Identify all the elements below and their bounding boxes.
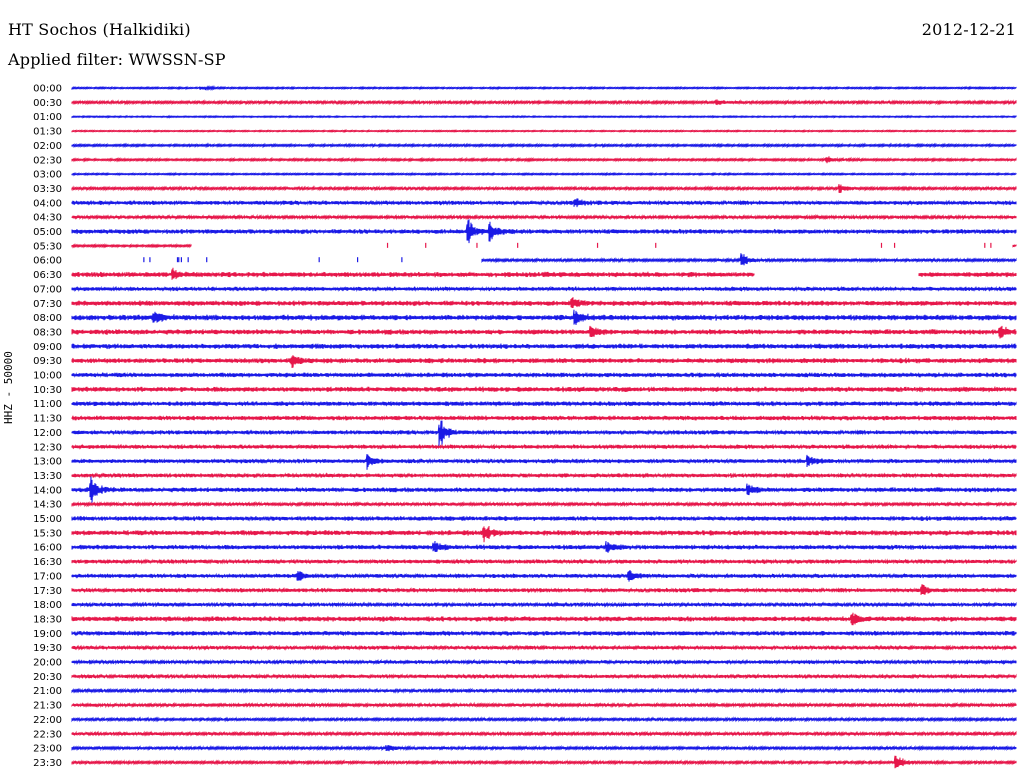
trace-1800: [72, 603, 1016, 607]
row-time-label: 05:30: [33, 241, 62, 252]
trace-2330: [72, 756, 1016, 769]
trace-0730: [72, 297, 1016, 308]
row-time-label: 09:30: [33, 356, 62, 367]
trace-0330: [72, 184, 1016, 193]
trace-1030: [72, 387, 1016, 393]
trace-1430: [72, 503, 1016, 506]
row-time-label: 22:30: [33, 729, 62, 740]
trace-0400: [72, 198, 1016, 207]
trace-1830: [72, 613, 1016, 626]
row-time-label: 10:00: [33, 371, 62, 382]
trace-1600: [72, 541, 1016, 553]
trace-1630: [72, 559, 1016, 564]
row-time-label: 11:00: [33, 399, 62, 410]
trace-2300: [72, 745, 1016, 751]
row-time-label: 08:00: [33, 313, 62, 324]
row-time-label: 05:00: [33, 227, 62, 238]
trace-0700: [72, 287, 1016, 291]
row-time-label: 18:30: [33, 614, 62, 625]
trace-0930: [72, 355, 1016, 368]
row-time-label: 21:00: [33, 686, 62, 697]
row-time-label: 12:30: [33, 442, 62, 453]
row-time-label: 20:30: [33, 672, 62, 683]
row-time-label: 12:00: [33, 428, 62, 439]
trace-0630: [72, 268, 1016, 280]
row-time-label: 15:00: [33, 514, 62, 525]
row-time-label: 23:30: [33, 758, 62, 769]
row-time-label: 22:00: [33, 715, 62, 726]
row-time-label: 06:00: [33, 256, 62, 267]
trace-1900: [72, 631, 1016, 636]
trace-0500: [72, 219, 1016, 243]
trace-0600: [482, 253, 1016, 265]
row-time-label: 08:30: [33, 327, 62, 338]
row-time-label: 21:30: [33, 701, 62, 712]
row-time-label: 04:00: [33, 198, 62, 209]
row-time-label: 17:00: [33, 571, 62, 582]
row-time-label: 11:30: [33, 414, 62, 425]
trace-2230: [72, 732, 1016, 735]
trace-0100: [72, 116, 1016, 117]
row-time-label: 02:30: [33, 155, 62, 166]
row-time-label: 17:30: [33, 586, 62, 597]
row-time-label: 07:00: [33, 284, 62, 295]
trace-1700: [72, 570, 1016, 582]
row-time-label: 16:00: [33, 543, 62, 554]
trace-1730: [72, 584, 1016, 595]
row-time-label: 18:00: [33, 600, 62, 611]
row-time-label: 00:00: [33, 84, 62, 95]
trace-0300: [72, 173, 1016, 175]
trace-1000: [72, 373, 1016, 378]
row-time-label: 06:30: [33, 270, 62, 281]
trace-0130: [72, 130, 1016, 131]
row-time-label: 14:00: [33, 485, 62, 496]
row-time-label: 13:00: [33, 457, 62, 468]
row-time-label: 07:30: [33, 299, 62, 310]
trace-2130: [72, 703, 1016, 706]
row-time-label: 19:30: [33, 643, 62, 654]
trace-1100: [72, 401, 1016, 406]
trace-1500: [72, 516, 1016, 521]
trace-0800: [72, 310, 1016, 325]
trace-1400: [72, 477, 1016, 503]
trace-1930: [72, 646, 1016, 650]
row-time-label: 01:00: [33, 112, 62, 123]
row-time-label: 16:30: [33, 557, 62, 568]
trace-1230: [72, 445, 1016, 450]
trace-0530: [72, 245, 1016, 247]
row-time-label: 23:00: [33, 744, 62, 755]
row-time-label: 10:30: [33, 385, 62, 396]
row-time-label: 15:30: [33, 528, 62, 539]
trace-2030: [72, 675, 1016, 679]
row-time-label: 03:30: [33, 184, 62, 195]
trace-1200: [72, 421, 1016, 446]
row-time-label: 03:00: [33, 170, 62, 181]
trace-1530: [72, 526, 1016, 542]
row-time-label: 13:30: [33, 471, 62, 482]
row-time-label: 02:00: [33, 141, 62, 152]
row-time-label: 20:00: [33, 658, 62, 669]
row-time-label: 00:30: [33, 98, 62, 109]
trace-1300: [72, 454, 1016, 470]
row-time-label: 19:00: [33, 629, 62, 640]
row-time-label: 01:30: [33, 127, 62, 138]
trace-0230: [72, 156, 1016, 163]
trace-2100: [72, 689, 1016, 692]
row-time-label: 09:00: [33, 342, 62, 353]
trace-2000: [72, 660, 1016, 664]
trace-0430: [72, 216, 1016, 219]
trace-1130: [72, 416, 1016, 421]
row-time-label: 04:30: [33, 213, 62, 224]
trace-1330: [72, 473, 1016, 477]
trace-0200: [72, 144, 1016, 146]
row-time-label: 14:30: [33, 500, 62, 511]
trace-0900: [72, 344, 1016, 349]
trace-0000: [72, 87, 1016, 90]
trace-0030: [72, 99, 1016, 105]
trace-2200: [72, 718, 1016, 721]
trace-0830: [72, 326, 1016, 339]
